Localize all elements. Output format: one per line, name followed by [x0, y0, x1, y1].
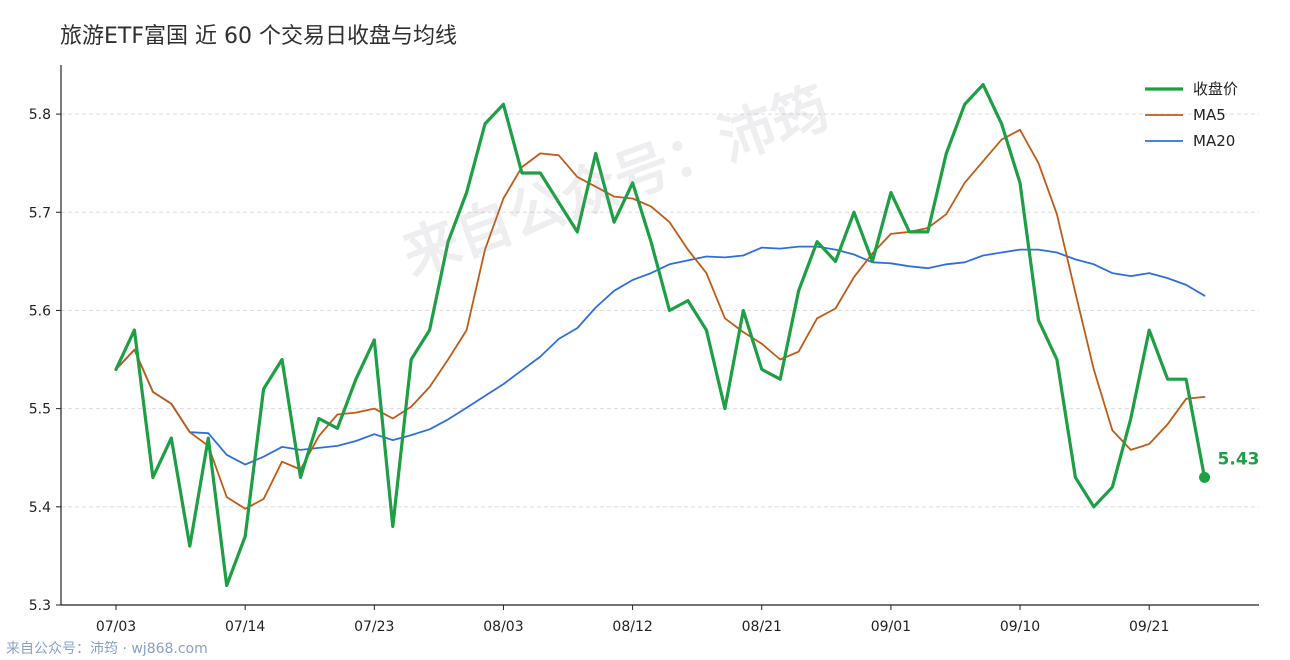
legend-label-ma20: MA20 [1193, 132, 1235, 150]
x-tick-label: 08/21 [742, 619, 782, 635]
x-tick-label: 09/21 [1129, 619, 1169, 635]
legend: 收盘价 MA5 MA20 [1145, 80, 1238, 150]
x-tick-label: 09/01 [871, 619, 911, 635]
x-tick-label: 07/03 [96, 619, 136, 635]
annotations: 5.43 [1199, 449, 1260, 483]
series-line-close [114, 83, 1207, 587]
x-tick-label: 07/23 [354, 619, 394, 635]
y-tick-label: 5.3 [29, 598, 51, 614]
x-tick-label: 08/03 [483, 619, 523, 635]
x-tick-label: 09/10 [1000, 619, 1040, 635]
x-axis-ticks: 07/03 07/14 07/23 08/03 08/12 08/21 09/01 09/10… [96, 605, 1169, 635]
chart-title: 旅游ETF富国 近 60 个交易日收盘与均线 [60, 24, 457, 49]
footer-credit: 来自公众号：沛筠 · wj868.com [6, 641, 208, 657]
x-tick-label: 08/12 [612, 619, 652, 635]
y-tick-label: 5.7 [29, 205, 51, 221]
y-axis-ticks: 5.3 5.4 5.5 5.6 5.7 5.8 [29, 107, 61, 614]
y-tick-label: 5.4 [29, 500, 51, 516]
axes [60, 65, 1259, 606]
series-line-ma5 [115, 128, 1206, 510]
legend-label-close: 收盘价 [1193, 80, 1238, 98]
last-point-label: 5.43 [1218, 449, 1260, 469]
y-tick-label: 5.8 [29, 107, 51, 123]
grid-lines [61, 113, 1259, 606]
last-point-marker [1199, 471, 1211, 483]
y-tick-label: 5.5 [29, 402, 51, 418]
y-tick-label: 5.6 [29, 303, 51, 319]
legend-label-ma5: MA5 [1193, 106, 1226, 124]
series-lines [114, 83, 1207, 587]
x-tick-label: 07/14 [225, 619, 265, 635]
